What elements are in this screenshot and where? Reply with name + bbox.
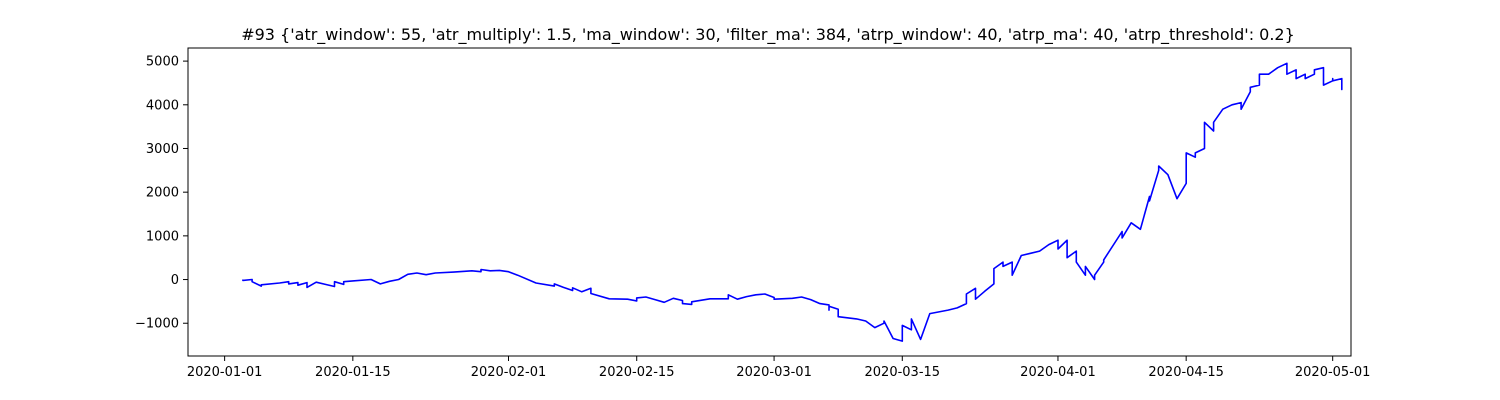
- plot-frame: [187, 47, 1352, 357]
- x-tick-label: 2020-01-01: [187, 365, 263, 380]
- x-tick-label: 2020-03-15: [865, 365, 941, 380]
- y-tick-label: 5000: [146, 55, 179, 70]
- axes: −1000 0 1000 2000 3000 4000 5000 2020-01-01 2020…: [135, 47, 1371, 380]
- x-tick-label: 2020-04-01: [1020, 365, 1096, 380]
- x-tick-label: 2020-02-15: [599, 365, 675, 380]
- x-tick-label: 2020-04-15: [1148, 365, 1224, 380]
- y-tick-label: 1000: [146, 229, 179, 244]
- y-tick-label: 2000: [146, 186, 179, 201]
- x-tick-label: 2020-02-01: [471, 365, 547, 380]
- equity-series-line: [242, 62, 1343, 342]
- x-tick-label: 2020-01-15: [315, 365, 391, 380]
- y-tick-label: 0: [171, 273, 179, 288]
- y-tick-label: 4000: [146, 98, 179, 113]
- y-tick-label: 3000: [146, 142, 179, 157]
- x-tick-label: 2020-05-01: [1295, 365, 1371, 380]
- y-tick-label: −1000: [135, 317, 179, 332]
- plot-area: [242, 62, 1343, 342]
- chart-title: #93 {'atr_window': 55, 'atr_multiply': 1…: [241, 25, 1295, 45]
- x-tick-label: 2020-03-01: [736, 365, 812, 380]
